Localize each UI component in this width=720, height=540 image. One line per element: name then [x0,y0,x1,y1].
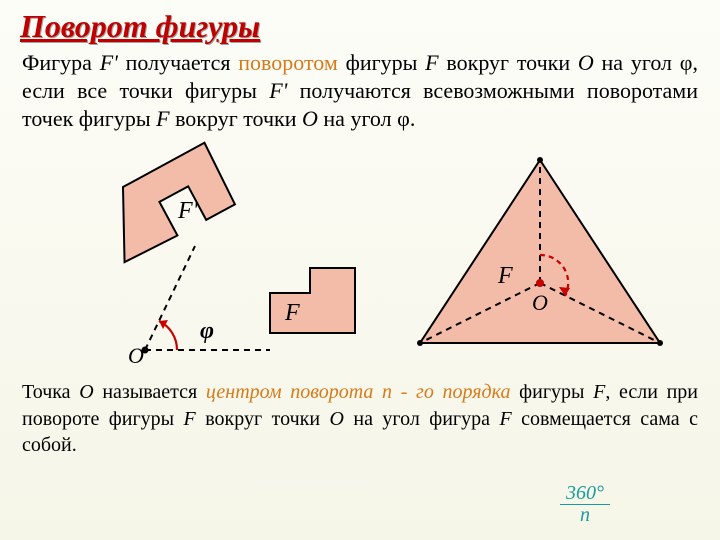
label-o-center: O [532,290,548,315]
symbol-f: F [499,408,511,430]
vertex-dot [657,340,663,346]
txt: вокруг точки [170,106,302,131]
txt: вокруг точки [439,50,578,75]
txt: вокруг точки [196,408,330,430]
rotation-diagram-right: O F [400,138,720,368]
rotation-diagram-left: O φ F F' [10,138,390,368]
diagram-area: O φ F F' O F [0,133,720,373]
txt: получается [118,50,238,75]
fraction-numerator: 360° [560,483,610,505]
label-fprime: F' [177,198,199,224]
dashed-ray-2 [145,246,195,350]
shape-f [270,268,355,333]
highlight-center: центром поворота n - го порядка [206,381,511,403]
shape-fprime [115,141,239,263]
symbol-fprime: F' [100,50,118,75]
txt: на угол [318,106,397,131]
point-o-center [536,279,544,287]
vertex-dot [537,157,543,163]
txt: называется [94,381,206,403]
txt: фигуры [511,381,594,403]
label-phi: φ [200,318,214,344]
symbol-o: O [79,381,93,403]
label-f-right: F [497,263,513,289]
label-f: F [284,300,300,326]
symbol-phi: φ [397,106,410,131]
symbol-o: O [302,106,318,131]
fraction-denominator: n [560,505,610,526]
vertex-dot [417,340,423,346]
txt: на угол фигура [344,408,500,430]
symbol-fprime: F' [269,78,287,103]
center-definition-paragraph: Точка O называется центром поворота n - … [0,373,720,458]
txt: . [410,106,416,131]
symbol-f: F [425,50,438,75]
label-o: O [128,343,144,368]
symbol-phi: φ [680,50,693,75]
highlight-povorotom: поворотом [238,50,338,75]
symbol-f: F [593,381,605,403]
slide-title: Поворот фигуры [0,0,720,45]
definition-paragraph: Фигура F' получается поворотом фигуры F … [0,45,720,133]
txt: на угол [594,50,680,75]
txt: Фигура [22,50,100,75]
txt: фигуры [338,50,425,75]
fraction-360-n: 360° n [560,483,610,526]
triangle-shape [420,160,660,343]
txt: Точка [22,381,79,403]
symbol-o: O [578,50,594,75]
symbol-f: F [184,408,196,430]
symbol-f: F [156,106,169,131]
symbol-o: O [330,408,344,430]
